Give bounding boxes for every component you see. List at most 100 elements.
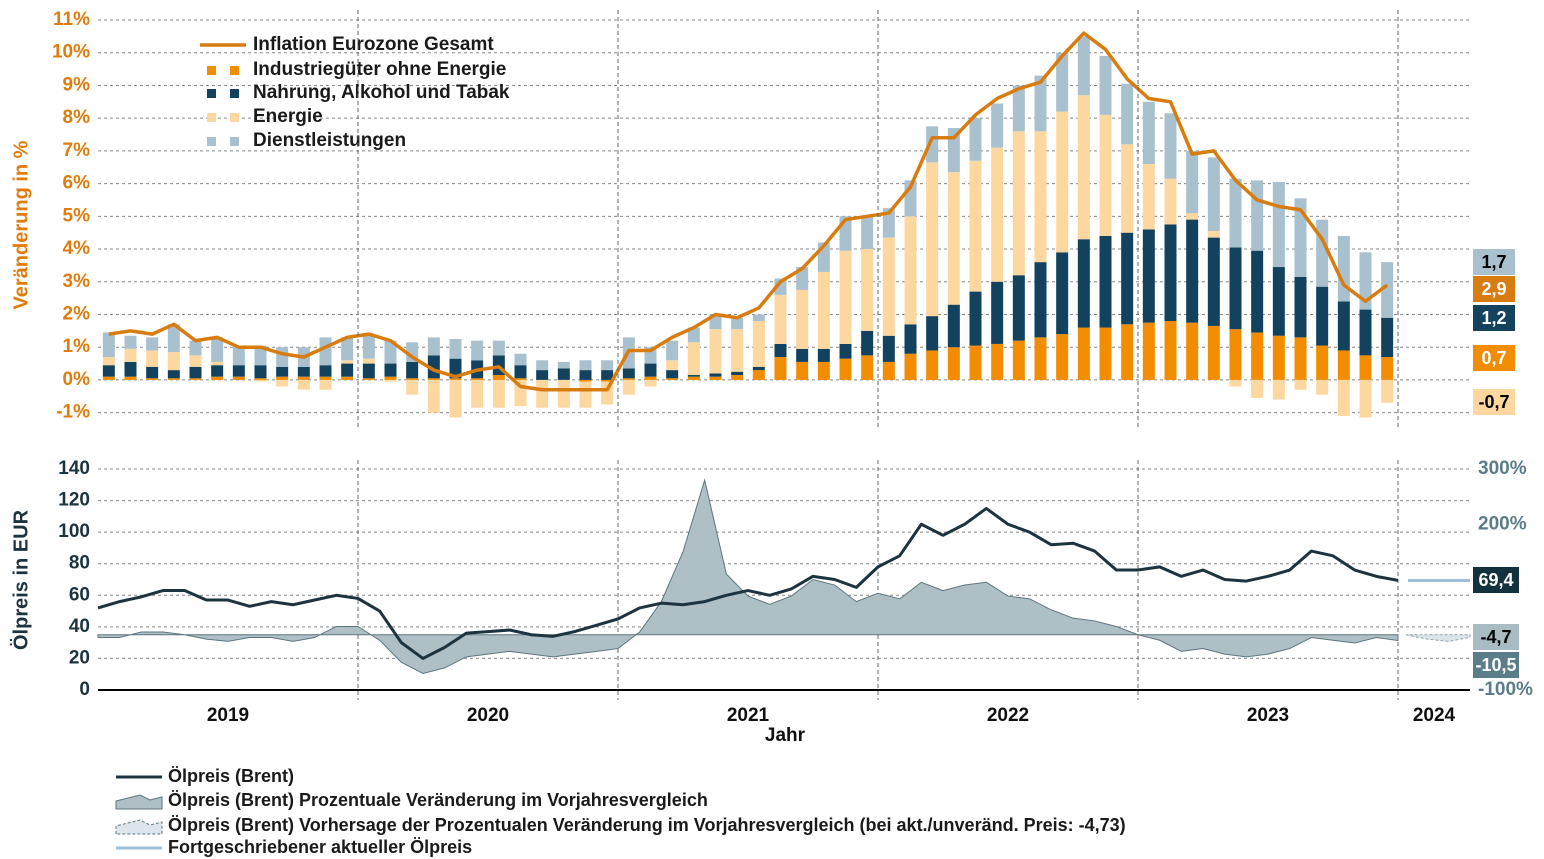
bar-segment	[276, 366, 289, 377]
bar-segment	[861, 330, 874, 356]
bar-segment	[1142, 101, 1155, 164]
value-label-box	[1473, 389, 1515, 415]
bar-segment	[254, 345, 267, 366]
bar-segment	[557, 361, 570, 369]
bar-segment	[644, 379, 657, 387]
bar-segment	[167, 370, 180, 379]
y-tick-label: 7%	[63, 140, 91, 161]
bar-segment	[384, 379, 397, 382]
x-axis-label: Jahr	[765, 725, 806, 746]
bar-segment	[1121, 144, 1134, 233]
bar-segment	[1316, 345, 1329, 380]
y-tick-label: 10%	[52, 42, 90, 63]
bar-segment	[1381, 379, 1394, 403]
x-tick-label: 2019	[207, 705, 249, 726]
bar-segment	[622, 368, 635, 379]
value-label: 1,7	[1481, 252, 1506, 272]
y-tick-label: 40	[69, 616, 90, 637]
bar-segment	[1077, 327, 1090, 380]
bar-segment	[232, 347, 245, 366]
bar-segment	[926, 126, 939, 163]
bar-segment	[362, 378, 375, 380]
bar-segment	[124, 348, 137, 362]
bar-segment	[969, 118, 982, 161]
bar-segment	[839, 343, 852, 359]
y-tick-label: 140	[58, 458, 90, 479]
bar-segment	[774, 278, 787, 295]
legend-swatch	[230, 66, 239, 75]
bar-segment	[1164, 178, 1177, 225]
bar-segment	[1207, 231, 1220, 238]
bar-segment	[731, 375, 744, 380]
bar-segment	[1207, 237, 1220, 326]
legend-swatch	[207, 89, 216, 98]
bar-segment	[1099, 114, 1112, 236]
bar-segment	[1359, 309, 1372, 356]
bar-segment	[319, 337, 332, 366]
value-label: 1,2	[1481, 308, 1506, 328]
bar-segment	[666, 370, 679, 379]
x-tick-label: 2022	[987, 705, 1029, 726]
bar-segment	[1251, 379, 1264, 398]
bar-segment	[1207, 325, 1220, 380]
y-tick-label: 3%	[63, 271, 91, 292]
y-tick-label: 0	[79, 679, 90, 700]
bar-segment	[146, 366, 159, 379]
y2-tick-label: -100%	[1478, 679, 1533, 700]
bar-segment	[362, 358, 375, 364]
bar-segment	[536, 370, 549, 380]
bar-segment	[1272, 267, 1285, 336]
bar-segment	[796, 361, 809, 380]
bar-segment	[276, 379, 289, 387]
bar-segment	[991, 103, 1004, 148]
bar-segment	[1056, 252, 1069, 335]
legend-label: Inflation Eurozone Gesamt	[253, 34, 494, 55]
bar-segment	[1012, 85, 1025, 132]
bar-segment	[687, 376, 700, 380]
bar-segment	[969, 160, 982, 292]
bar-segment	[406, 361, 419, 379]
bar-segment	[1056, 52, 1069, 112]
legend-swatch	[115, 794, 163, 810]
bar-segment	[1077, 239, 1090, 328]
bar-segment	[1337, 350, 1350, 380]
bar-segment	[1229, 379, 1242, 387]
bar-segment	[882, 361, 895, 380]
bar-segment	[1056, 111, 1069, 253]
bar-segment	[1251, 332, 1264, 380]
bar-segment	[687, 342, 700, 376]
bar-segment	[752, 370, 765, 380]
bar-segment	[1164, 224, 1177, 322]
bar-segment	[514, 353, 527, 366]
bar-segment	[362, 334, 375, 359]
bar-segment	[882, 208, 895, 238]
bar-segment	[1186, 150, 1199, 214]
bar-segment	[189, 366, 202, 379]
y-tick-label: 11%	[53, 9, 90, 30]
bar-segment	[796, 348, 809, 362]
bar-segment	[1121, 232, 1134, 325]
bar-segment	[1316, 379, 1329, 395]
y-tick-label: 5%	[63, 205, 91, 226]
bar-segment	[991, 281, 1004, 344]
bar-segment	[1337, 301, 1350, 351]
bar-segment	[579, 360, 592, 371]
bar-segment	[1142, 163, 1155, 230]
y-tick-label: 8%	[63, 107, 91, 128]
bar-segment	[817, 348, 830, 362]
bar-segment	[384, 340, 397, 364]
legend-label: Ölpreis (Brent)	[168, 766, 294, 786]
y-tick-label: 120	[58, 490, 90, 511]
bar-segment	[666, 378, 679, 380]
bar-segment	[471, 340, 484, 361]
bar-segment	[406, 378, 419, 380]
bar-segment	[579, 381, 592, 408]
bar-segment	[1381, 317, 1394, 358]
bar-segment	[406, 379, 419, 395]
bar-segment	[622, 379, 635, 395]
bar-segment	[861, 249, 874, 331]
y-tick-label: 2%	[63, 303, 91, 324]
bar-segment	[1034, 131, 1047, 263]
bar-segment	[904, 353, 917, 380]
